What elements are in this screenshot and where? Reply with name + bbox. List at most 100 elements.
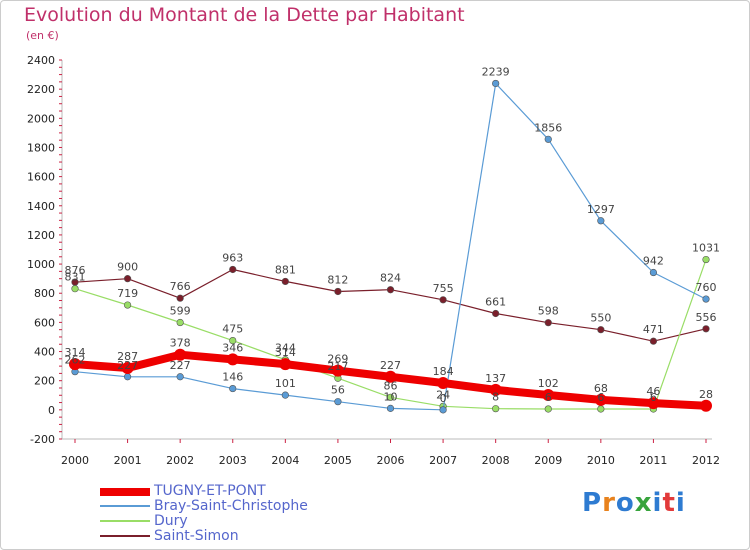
chart-title: Evolution du Montant de la Dette par Hab…	[24, 4, 465, 26]
data-label: 766	[170, 280, 191, 293]
data-point	[176, 373, 184, 381]
data-point	[121, 362, 134, 375]
data-point	[229, 337, 237, 345]
data-point	[386, 393, 395, 401]
data-point	[542, 388, 555, 401]
brand-letter: x	[634, 488, 653, 518]
data-label: 287	[117, 350, 138, 363]
data-point	[123, 275, 132, 283]
y-tick-label: 2200	[27, 83, 55, 96]
data-label: 227	[117, 359, 138, 372]
data-point	[489, 383, 502, 396]
x-tick-label: 2000	[61, 454, 89, 467]
data-label: 556	[696, 311, 717, 324]
data-point	[702, 295, 710, 303]
brand-letter: P	[582, 488, 603, 518]
data-point	[69, 358, 81, 371]
brand-letter: r	[602, 488, 616, 518]
data-point	[226, 353, 239, 366]
data-point	[544, 135, 552, 143]
data-label: 900	[117, 261, 138, 274]
y-tick-label: 1400	[27, 200, 55, 213]
y-tick-label: 200	[34, 375, 55, 388]
data-label: 876	[65, 264, 86, 277]
data-point	[594, 393, 607, 406]
data-point	[439, 296, 447, 304]
x-tick-label: 2001	[114, 454, 142, 467]
data-label: 184	[433, 365, 454, 378]
data-label: 2239	[482, 65, 510, 78]
x-tick-label: 2005	[324, 454, 352, 467]
data-point	[597, 217, 605, 225]
data-label: 56	[331, 384, 345, 397]
data-label: 262	[65, 354, 86, 367]
y-tick-label: 1600	[27, 171, 55, 184]
data-label: 550	[590, 312, 611, 325]
x-tick-label: 2003	[219, 454, 247, 467]
data-label: 760	[696, 281, 717, 294]
data-label: 10	[384, 390, 398, 403]
data-point	[544, 405, 552, 413]
data-label: 963	[222, 251, 243, 264]
data-label: 137	[485, 372, 506, 385]
data-point	[437, 377, 450, 390]
data-label: 881	[275, 263, 296, 276]
data-point	[492, 405, 500, 413]
data-label: 1031	[692, 242, 720, 255]
data-point	[439, 406, 447, 414]
data-label: 719	[117, 287, 138, 300]
x-tick-label: 2012	[692, 454, 720, 467]
data-label: 46	[646, 385, 660, 398]
data-label: 475	[222, 323, 243, 336]
data-label: 344	[275, 342, 296, 355]
data-point	[647, 397, 660, 410]
data-point	[544, 319, 552, 327]
data-point	[702, 255, 710, 264]
data-label: 661	[485, 295, 506, 308]
data-point	[174, 348, 187, 361]
data-point	[331, 364, 344, 377]
data-label: 101	[275, 377, 296, 390]
data-point	[229, 384, 237, 393]
data-label: 755	[433, 282, 454, 295]
data-point	[492, 309, 500, 318]
data-point	[649, 268, 658, 277]
chart-subtitle: (en €)	[26, 29, 59, 42]
y-tick-label: 0	[48, 404, 55, 417]
data-point	[386, 286, 395, 294]
data-label: 812	[327, 273, 348, 286]
data-point	[279, 358, 292, 371]
data-label: 28	[699, 388, 713, 401]
data-label: 471	[643, 323, 664, 336]
data-label: 6	[650, 391, 657, 404]
y-tick-label: 1200	[27, 229, 55, 242]
y-tick-label: 400	[34, 346, 55, 359]
data-point	[281, 391, 289, 399]
data-label: 269	[327, 353, 348, 366]
x-tick-label: 2010	[587, 454, 615, 467]
y-tick-label: -200	[30, 433, 55, 446]
data-label: 1297	[587, 203, 615, 216]
data-label: 102	[538, 377, 559, 390]
data-label: 824	[380, 272, 401, 285]
data-point	[649, 337, 658, 345]
legend-label-bray: Bray-Saint-Christophe	[154, 498, 308, 514]
data-label: 6	[545, 391, 552, 404]
data-label: 227	[170, 359, 191, 372]
data-label: 68	[594, 382, 608, 395]
data-point	[597, 405, 605, 413]
data-point	[334, 287, 342, 296]
legend-swatch-saint-simon	[100, 535, 150, 537]
data-label: 24	[436, 388, 450, 401]
data-point	[281, 277, 289, 286]
data-label: 217	[327, 360, 348, 373]
data-label: 227	[380, 359, 401, 372]
data-label: 599	[170, 305, 191, 318]
data-label: 86	[384, 379, 398, 392]
brand-letter: i	[652, 488, 663, 518]
y-tick-label: 600	[34, 316, 55, 329]
y-tick-label: 2000	[27, 112, 55, 125]
x-tick-label: 2011	[639, 454, 667, 467]
